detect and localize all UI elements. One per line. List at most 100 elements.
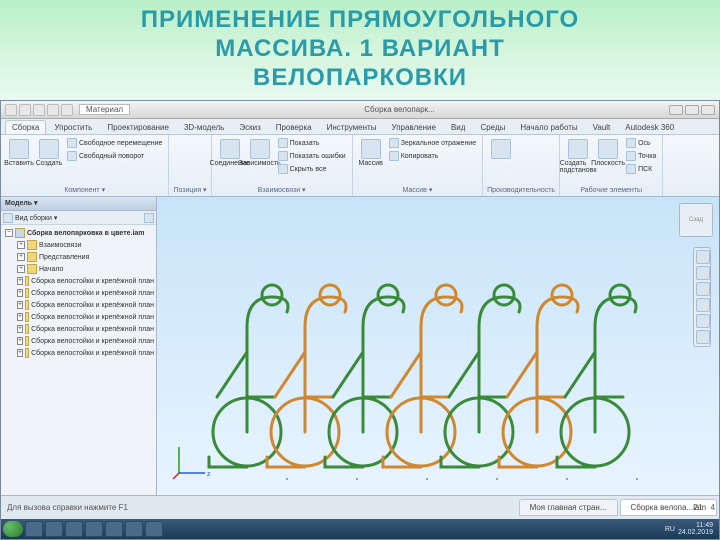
qat-button[interactable] — [33, 104, 45, 116]
ribbon-small-button[interactable]: Скрыть все — [276, 163, 348, 175]
ribbon-tab[interactable]: Vault — [586, 120, 618, 134]
tree-item[interactable]: +Сборка велостойки и крепёжной план — [3, 335, 154, 347]
close-button[interactable] — [701, 105, 715, 115]
ribbon-icon — [491, 139, 511, 159]
browser-view-dropdown[interactable]: Вид сборки ▾ — [15, 214, 57, 222]
ribbon-panel: СоединениеЗависимостьПоказатьПоказать ош… — [212, 135, 353, 196]
ribbon-button[interactable]: Создать — [35, 137, 63, 169]
material-dropdown[interactable]: Материал — [79, 104, 130, 115]
ribbon-panel: Позиция ▾ — [169, 135, 211, 196]
taskbar-app-button[interactable] — [45, 521, 63, 537]
viewport-3d[interactable]: Сзад z — [157, 197, 719, 495]
windows-taskbar[interactable]: RU 11:49 24.02.2019 — [1, 519, 719, 539]
ribbon-tab[interactable]: Autodesk 360 — [618, 120, 681, 134]
ribbon-small-button[interactable]: Ось — [624, 137, 658, 149]
tree-item[interactable]: +Сборка велостойки и крепёжной план — [3, 323, 154, 335]
ribbon-icon — [568, 139, 588, 159]
taskbar-app-button[interactable] — [125, 521, 143, 537]
tree-root[interactable]: −Сборка велопарковка в цвете.iam — [3, 227, 154, 239]
taskbar-app-button[interactable] — [25, 521, 43, 537]
nav-pan-icon[interactable] — [696, 250, 710, 264]
model-browser[interactable]: Модель ▾ Вид сборки ▾ −Сборка велопарков… — [1, 197, 157, 495]
ribbon-button[interactable]: Зависимость — [246, 137, 274, 169]
panel-label: Производительность — [487, 186, 555, 194]
tree-item[interactable]: +Сборка велостойки и крепёжной план — [3, 299, 154, 311]
ribbon-button[interactable]: Массив — [357, 137, 385, 169]
ribbon-small-button[interactable]: Свободный поворот — [65, 150, 164, 162]
ribbon-panel: МассивЗеркальное отражениеКопироватьМасс… — [353, 135, 483, 196]
ribbon-icon — [361, 139, 381, 159]
panel-label: Компонент ▾ — [5, 185, 164, 194]
tree-item[interactable]: +Начало — [3, 263, 154, 275]
tray-date: 24.02.2019 — [678, 529, 713, 536]
ribbon-small-button[interactable]: Свободное перемещение — [65, 137, 164, 149]
doc-tabs: Моя главная стран...Сборка велопа...iam — [519, 499, 719, 516]
ribbon-small-button[interactable]: Показать — [276, 137, 348, 149]
tree-item[interactable]: +Взаимосвязи — [3, 239, 154, 251]
ribbon-tab[interactable]: Проектирование — [100, 120, 176, 134]
ribbon-tab[interactable]: Управление — [384, 120, 442, 134]
ribbon-tab[interactable]: 3D-модель — [177, 120, 231, 134]
ribbon-small-button[interactable]: Показать ошибки — [276, 150, 348, 162]
ribbon-button[interactable]: Создать подстановк — [564, 137, 592, 176]
tree-item[interactable]: +Сборка велостойки и крепёжной план — [3, 311, 154, 323]
ribbon-small-button[interactable]: Точка — [624, 150, 658, 162]
document-tab[interactable]: Моя главная стран... — [519, 499, 618, 516]
ribbon-small-button[interactable]: ПСК — [624, 163, 658, 175]
ribbon-icon — [626, 164, 636, 174]
ribbon-tab[interactable]: Сборка — [5, 120, 46, 134]
app-titlebar: Материал Сборка велопарк... — [1, 101, 719, 119]
ribbon-icon — [389, 151, 399, 161]
ribbon-small-button[interactable]: Зеркальное отражение — [387, 137, 478, 149]
maximize-button[interactable] — [685, 105, 699, 115]
ribbon-icon — [389, 138, 399, 148]
qat-button[interactable] — [61, 104, 73, 116]
browser-toolbar: Вид сборки ▾ — [1, 211, 156, 225]
tray-lang[interactable]: RU — [665, 526, 675, 533]
tree-item[interactable]: +Сборка велостойки и крепёжной план — [3, 287, 154, 299]
qat-button[interactable] — [5, 104, 17, 116]
nav-zoom-icon[interactable] — [696, 266, 710, 280]
ribbon-tab[interactable]: Вид — [444, 120, 472, 134]
viewcube[interactable]: Сзад — [679, 203, 713, 237]
nav-tool-icon[interactable] — [696, 330, 710, 344]
ribbon-icon — [67, 151, 77, 161]
browser-tool-icon[interactable] — [3, 213, 13, 223]
tree-item[interactable]: +Сборка велостойки и крепёжной план — [3, 347, 154, 359]
minimize-button[interactable] — [669, 105, 683, 115]
ribbon-small-button[interactable]: Копировать — [387, 150, 478, 162]
axis-z-label: z — [207, 471, 211, 478]
ribbon-icon — [598, 139, 618, 159]
ribbon-button[interactable]: Вставить — [5, 137, 33, 169]
ribbon-tab[interactable]: Инструменты — [320, 120, 384, 134]
taskbar-app-button[interactable] — [85, 521, 103, 537]
qat-button[interactable] — [47, 104, 59, 116]
browser-tool-icon[interactable] — [144, 213, 154, 223]
tree-item[interactable]: +Сборка велостойки и крепёжной план — [3, 275, 154, 287]
help-hint: Для вызова справки нажмите F1 — [1, 503, 519, 512]
qat-button[interactable] — [19, 104, 31, 116]
nav-tool-icon[interactable] — [696, 314, 710, 328]
tree-item[interactable]: +Представления — [3, 251, 154, 263]
nav-lookat-icon[interactable] — [696, 298, 710, 312]
ribbon-panel: ВставитьСоздатьСвободное перемещениеСвоб… — [1, 135, 169, 196]
ribbon-icon — [626, 138, 636, 148]
ribbon-tab[interactable]: Упростить — [47, 120, 99, 134]
ribbon-tab[interactable]: Начало работы — [513, 120, 584, 134]
taskbar-app-button[interactable] — [145, 521, 163, 537]
taskbar-app-button[interactable] — [65, 521, 83, 537]
ribbon-tab[interactable]: Среды — [473, 120, 512, 134]
ribbon-button[interactable] — [487, 137, 515, 162]
browser-header[interactable]: Модель ▾ — [1, 197, 156, 211]
taskbar-app-button[interactable] — [105, 521, 123, 537]
ribbon-tab[interactable]: Проверка — [269, 120, 319, 134]
start-button[interactable] — [3, 521, 23, 537]
system-tray[interactable]: RU 11:49 24.02.2019 — [665, 522, 717, 536]
nav-orbit-icon[interactable] — [696, 282, 710, 296]
ribbon-button[interactable]: Плоскость — [594, 137, 622, 169]
ribbon-icon — [278, 138, 288, 148]
ribbon-tabs: СборкаУпроститьПроектирование3D-модельЭс… — [1, 119, 719, 135]
model-tree[interactable]: −Сборка велопарковка в цвете.iam+Взаимос… — [1, 225, 156, 495]
ribbon-tab[interactable]: Эскиз — [232, 120, 267, 134]
quick-access-toolbar — [5, 104, 73, 116]
